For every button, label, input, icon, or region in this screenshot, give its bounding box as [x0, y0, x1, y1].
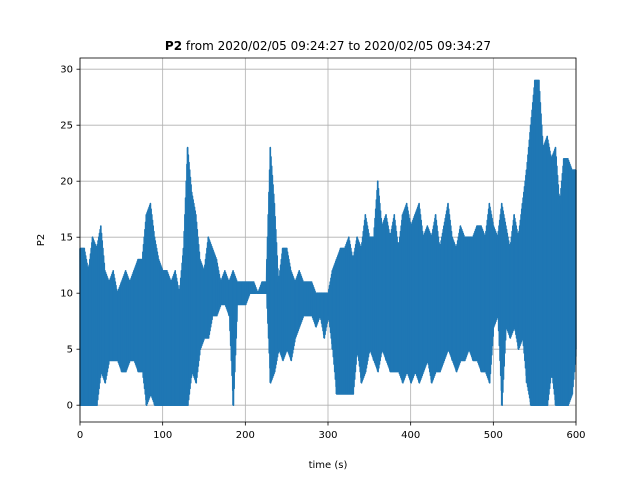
x-tick-label: 300 [318, 430, 337, 441]
y-tick-label: 30 [60, 65, 73, 76]
ticks: 0 100 200 300 400 500 600 0 5 10 15 20 25 30 [60, 65, 585, 441]
x-tick-label: 400 [401, 430, 420, 441]
y-tick-label: 0 [67, 401, 73, 412]
chart-title: P2 from 2020/02/05 09:24:27 to 2020/02/0… [165, 39, 491, 53]
x-axis-label: time (s) [309, 460, 348, 471]
y-tick-label: 5 [67, 345, 73, 356]
y-tick-label: 20 [60, 177, 73, 188]
x-tick-label: 200 [236, 430, 255, 441]
chart-title-bold: P2 [165, 39, 182, 53]
chart-title-rest: from 2020/02/05 09:24:27 to 2020/02/05 0… [182, 39, 491, 53]
y-tick-label: 10 [60, 289, 73, 300]
y-tick-label: 25 [60, 121, 73, 132]
x-tick-label: 100 [153, 430, 172, 441]
y-axis-label: P2 [36, 234, 47, 246]
x-tick-label: 500 [484, 430, 503, 441]
y-tick-label: 15 [60, 233, 73, 244]
x-tick-label: 600 [566, 430, 585, 441]
x-tick-label: 0 [77, 430, 83, 441]
